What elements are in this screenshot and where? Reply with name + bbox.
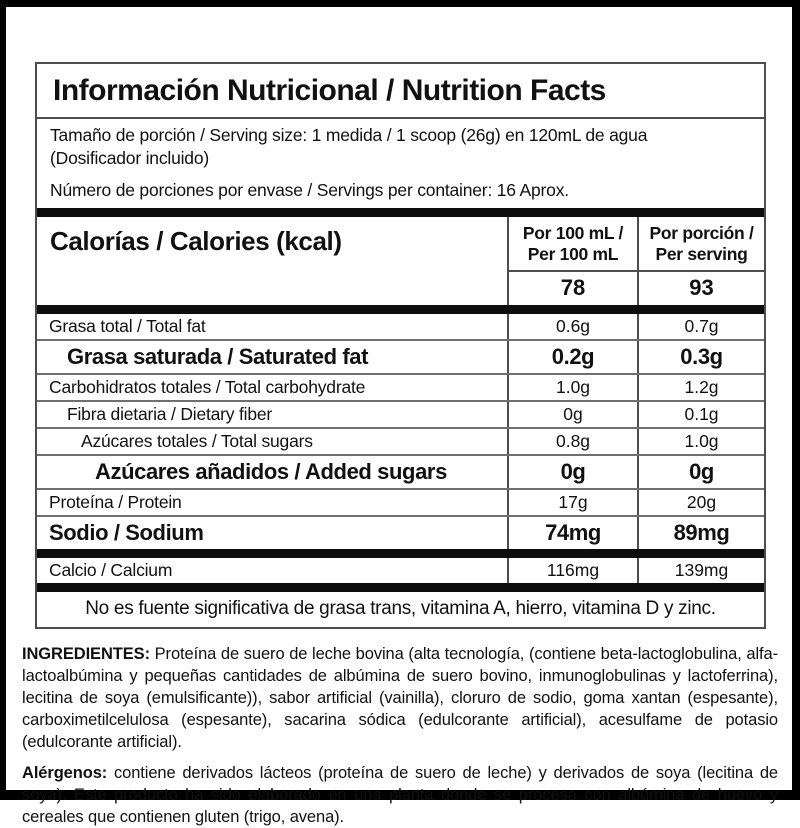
allergens-heading: Alérgenos:	[22, 763, 108, 782]
nutrient-label: Grasa total / Total fat	[49, 315, 206, 336]
ingredients-paragraph: INGREDIENTES: Proteína de suero de leche…	[22, 643, 778, 753]
nutrient-per100: 74mg	[507, 516, 637, 549]
serving-size-text: Tamaño de porción / Serving size: 1 medi…	[50, 124, 751, 170]
micronutrient-rows: Calcio / Calcium 116mg 139mg	[37, 557, 764, 583]
nutrient-perserving: 0.7g	[637, 313, 764, 339]
ingredients-heading: INGREDIENTES:	[22, 644, 150, 663]
servings-per-container: Número de porciones por envase / Serving…	[50, 179, 569, 200]
ingredients-text: Proteína de suero de leche bovina (alta …	[22, 644, 778, 751]
row-total-sugars: Azúcares totales / Total sugars 0.8g 1.0…	[37, 426, 764, 454]
per-100ml-header: Por 100 mL / Per 100 mL	[509, 217, 637, 272]
calories-per-serving-value: 93	[689, 274, 714, 300]
thick-divider-bar	[37, 304, 764, 314]
not-significant-source-footnote: No es fuente significativa de grasa tran…	[85, 597, 716, 619]
nutrient-perserving: 20g	[637, 489, 764, 515]
nutrient-label: Calcio / Calcium	[49, 559, 173, 580]
per-100ml-column: Por 100 mL / Per 100 mL 78	[507, 217, 637, 305]
per-serving-header: Por porción / Per serving	[639, 217, 764, 272]
nutrient-per100: 0.6g	[507, 313, 637, 339]
nutrient-label: Grasa saturada / Saturated fat	[67, 343, 369, 369]
nutrient-label: Azúcares añadidos / Added sugars	[95, 458, 447, 484]
nutrient-per100: 116mg	[507, 557, 637, 583]
nutrient-perserving: 1.0g	[637, 428, 764, 454]
label-title: Información Nutricional / Nutrition Fact…	[37, 64, 764, 119]
nutrient-perserving: 89mg	[637, 516, 764, 549]
allergens-paragraph: Alérgenos: contiene derivados lácteos (p…	[22, 762, 778, 828]
nutrient-perserving: 1.2g	[637, 374, 764, 400]
nutrient-rows: Grasa total / Total fat 0.6g 0.7g Grasa …	[37, 313, 764, 549]
nutrient-label: Sodio / Sodium	[49, 519, 204, 545]
nutrient-label: Proteína / Protein	[49, 491, 182, 512]
row-total-carbohydrate: Carbohidratos totales / Total carbohydra…	[37, 372, 764, 400]
nutrient-per100: 0.2g	[507, 340, 637, 373]
row-added-sugars: Azúcares añadidos / Added sugars 0g 0g	[37, 453, 764, 488]
nutrient-perserving: 0g	[637, 455, 764, 488]
nutrient-per100: 0g	[507, 401, 637, 427]
calories-header-row: Calorías / Calories (kcal) Por 100 mL / …	[37, 217, 764, 305]
per-serving-column: Por porción / Per serving 93	[637, 217, 764, 305]
nutrient-per100: 17g	[507, 489, 637, 515]
calories-label: Calorías / Calories (kcal)	[50, 226, 342, 257]
row-protein: Proteína / Protein 17g 20g	[37, 487, 764, 515]
nutrient-perserving: 139mg	[637, 557, 764, 583]
calories-per-100ml-value: 78	[560, 274, 586, 300]
serving-size-line: Tamaño de porción / Serving size: 1 medi…	[50, 125, 648, 145]
nutrient-label: Carbohidratos totales / Total carbohydra…	[49, 376, 366, 397]
serving-size-note: (Dosificador incluido)	[50, 147, 209, 168]
nutrition-label: Información Nutricional / Nutrition Fact…	[35, 62, 766, 629]
row-calcium: Calcio / Calcium 116mg 139mg	[37, 557, 764, 583]
nutrient-per100: 1.0g	[507, 374, 637, 400]
nutrient-per100: 0.8g	[507, 428, 637, 454]
thick-divider-bar	[37, 582, 764, 592]
serving-info: Tamaño de porción / Serving size: 1 medi…	[37, 119, 764, 208]
row-dietary-fiber: Fibra dietaria / Dietary fiber 0g 0.1g	[37, 399, 764, 427]
thick-divider-bar	[37, 208, 764, 218]
row-sodium: Sodio / Sodium 74mg 89mg	[37, 514, 764, 549]
nutrient-perserving: 0.1g	[637, 401, 764, 427]
row-total-fat: Grasa total / Total fat 0.6g 0.7g	[37, 313, 764, 339]
nutrient-label: Fibra dietaria / Dietary fiber	[67, 403, 273, 424]
nutrient-per100: 0g	[507, 455, 637, 488]
nutrient-label: Azúcares totales / Total sugars	[81, 430, 313, 451]
nutrient-perserving: 0.3g	[637, 340, 764, 373]
thick-divider-bar	[37, 548, 764, 558]
row-saturated-fat: Grasa saturada / Saturated fat 0.2g 0.3g	[37, 338, 764, 373]
allergens-text: contiene derivados lácteos (proteína de …	[22, 763, 778, 826]
